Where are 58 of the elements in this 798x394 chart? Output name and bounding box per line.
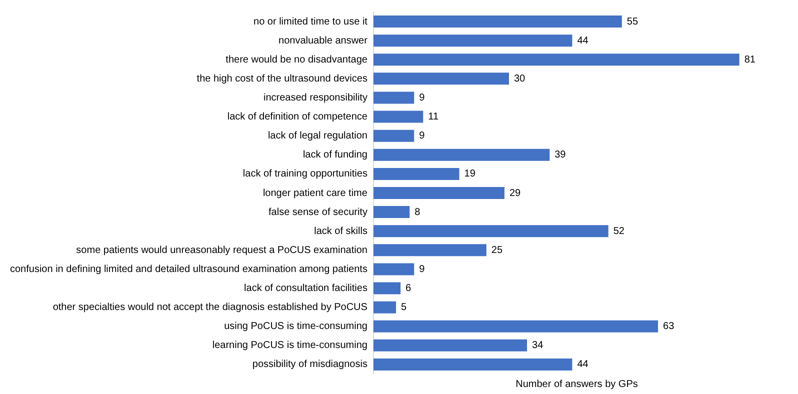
bar bbox=[373, 92, 414, 104]
data-label: 34 bbox=[532, 340, 544, 352]
bar bbox=[373, 168, 460, 180]
y-tick-label: no or limited time to use it bbox=[254, 16, 368, 28]
bar bbox=[373, 282, 401, 294]
data-label: 11 bbox=[428, 112, 439, 123]
bar bbox=[373, 225, 608, 238]
y-tick-label: possibility of misdiagnosis bbox=[252, 359, 368, 370]
data-label: 44 bbox=[577, 359, 589, 370]
bar bbox=[373, 244, 486, 256]
bar bbox=[373, 110, 424, 123]
y-tick-label: longer patient care time bbox=[262, 188, 368, 199]
data-label: 30 bbox=[514, 73, 526, 84]
y-tick-label: lack of consultation facilities bbox=[244, 283, 368, 294]
data-label: 44 bbox=[577, 35, 589, 46]
y-tick-label: lack of skills bbox=[314, 226, 368, 237]
y-tick-label: confusion in defining limited and detailed ultrasound examination among patients bbox=[10, 264, 368, 275]
bar bbox=[373, 148, 550, 161]
y-tick-label: using PoCUS is time-consuming bbox=[224, 321, 368, 332]
data-label: 9 bbox=[419, 264, 426, 275]
bar bbox=[373, 34, 572, 47]
y-tick-label: other specialties would not accept the diagnosis established by PoCUS bbox=[52, 302, 368, 314]
bar bbox=[373, 130, 414, 142]
y-tick-label: the high cost of the ultrasound devices bbox=[196, 73, 368, 84]
data-label: 19 bbox=[464, 168, 476, 180]
data-label: 39 bbox=[554, 150, 566, 161]
data-label: 9 bbox=[419, 92, 426, 104]
data-label: 8 bbox=[414, 206, 421, 218]
bar bbox=[373, 301, 396, 314]
data-label: 6 bbox=[406, 283, 412, 294]
bar bbox=[373, 339, 528, 352]
y-tick-label: lack of definition of competence bbox=[227, 112, 368, 123]
data-label: 81 bbox=[744, 54, 756, 66]
y-tick-label: learning PoCUS is time-consuming bbox=[212, 340, 368, 352]
bar bbox=[373, 263, 414, 276]
y-tick-label: lack of legal regulation bbox=[268, 130, 368, 142]
y-tick-label: there would be no disadvantage bbox=[226, 54, 368, 66]
data-label: 5 bbox=[401, 302, 408, 314]
y-tick-label: increased responsibility bbox=[264, 92, 368, 104]
data-label: 63 bbox=[663, 321, 675, 332]
bar bbox=[373, 72, 509, 85]
y-tick-label: some patients would unreasonably request a PoCUS examination bbox=[76, 244, 368, 256]
bar bbox=[373, 358, 572, 370]
bar bbox=[373, 206, 410, 218]
y-tick-label: lack of funding bbox=[302, 150, 368, 161]
bar bbox=[373, 54, 740, 66]
data-label: 55 bbox=[626, 16, 638, 28]
bar bbox=[373, 187, 504, 199]
data-label: 52 bbox=[613, 226, 625, 237]
y-tick-label: nonvaluable answer bbox=[278, 35, 368, 46]
y-tick-label: false sense of security bbox=[268, 206, 368, 218]
data-label: 9 bbox=[419, 130, 426, 142]
data-label: 25 bbox=[491, 244, 503, 256]
bar bbox=[373, 320, 658, 332]
x-axis-title: Number of answers by GPs bbox=[516, 378, 638, 390]
y-tick-label: lack of training opportunities bbox=[242, 168, 368, 180]
bar bbox=[373, 16, 622, 28]
data-label: 29 bbox=[509, 188, 522, 199]
